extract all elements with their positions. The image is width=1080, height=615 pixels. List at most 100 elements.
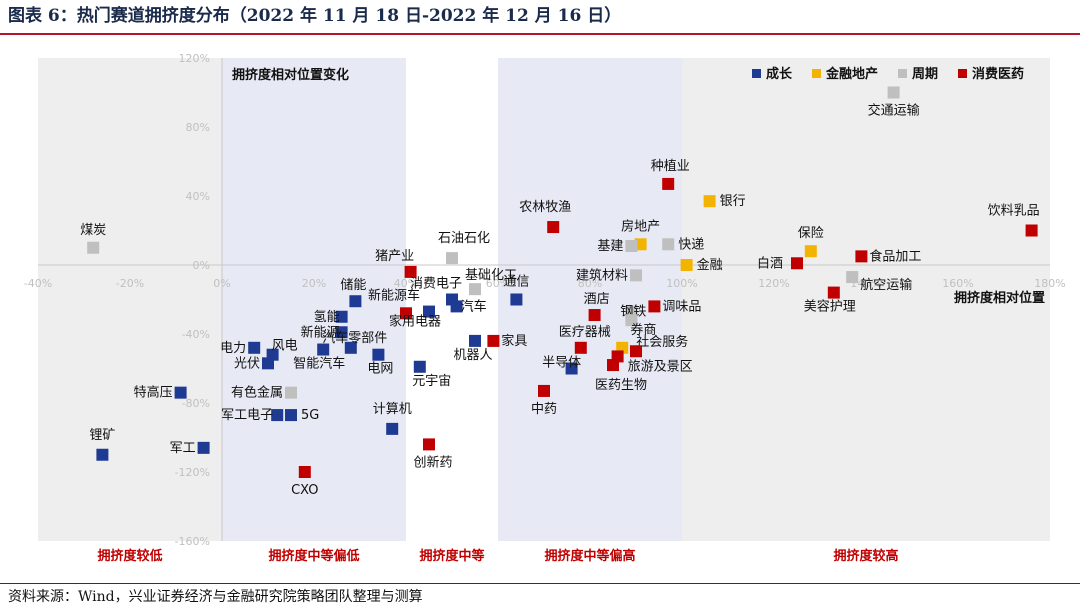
- data-point: [827, 286, 840, 299]
- point-label: 医疗器械: [559, 325, 611, 340]
- data-point: [413, 360, 426, 373]
- data-point: [648, 300, 661, 313]
- zone-band: [498, 58, 682, 541]
- point-label: 猪产业: [375, 249, 414, 264]
- y-tick-label: 80%: [186, 121, 210, 134]
- point-label: 光伏: [234, 356, 260, 371]
- y-tick-label: -160%: [175, 535, 210, 548]
- data-point: [630, 345, 642, 358]
- data-point: [846, 271, 859, 284]
- point-label: 5G: [301, 408, 319, 423]
- point-label: 快递: [678, 237, 704, 252]
- x-tick-label: -40%: [24, 277, 52, 290]
- legend-label: 消费医药: [972, 66, 1024, 82]
- legend: 成长 金融地产 周期 消费医药: [752, 66, 1024, 82]
- point-label: 军工: [170, 441, 196, 456]
- y-tick-label: 40%: [186, 190, 210, 203]
- data-point: [404, 265, 417, 278]
- point-label: 白酒: [757, 255, 783, 271]
- y-tick-label: -120%: [175, 466, 210, 479]
- legend-label: 金融地产: [825, 66, 878, 82]
- point-label: 中药: [531, 402, 557, 417]
- data-point: [248, 341, 261, 354]
- source-divider: [0, 583, 1080, 584]
- data-point: [317, 343, 330, 356]
- x-tick-label: 80%: [578, 277, 602, 290]
- legend-swatch: [812, 69, 821, 78]
- data-point: [423, 305, 435, 318]
- point-label: 医药生物: [595, 378, 647, 393]
- legend-swatch: [898, 69, 907, 78]
- data-point: [262, 357, 274, 370]
- x-tick-label: -20%: [116, 277, 144, 290]
- point-label: 创新药: [413, 454, 452, 470]
- data-point: [574, 341, 587, 354]
- data-point: [372, 348, 385, 361]
- point-label: 饮料乳品: [988, 204, 1040, 219]
- data-point: [423, 438, 435, 451]
- data-point: [285, 409, 297, 422]
- data-point: [565, 362, 578, 375]
- point-label: 建筑材料: [576, 267, 628, 283]
- point-label: 汽车零部件: [322, 330, 387, 346]
- point-label: 消费电子: [410, 277, 462, 292]
- point-label: 酒店: [584, 292, 610, 307]
- point-label: 农林牧渔: [519, 200, 571, 215]
- y-tick-label: 120%: [179, 52, 210, 65]
- data-point: [197, 441, 210, 454]
- data-point: [487, 334, 500, 347]
- point-label: 煤炭: [80, 223, 106, 238]
- data-point: [349, 295, 362, 308]
- point-label: 美容护理: [804, 299, 856, 315]
- point-label: 银行: [720, 194, 746, 209]
- x-tick-label: 0%: [213, 277, 230, 290]
- title-divider: [0, 33, 1080, 35]
- legend-label: 周期: [912, 67, 938, 82]
- data-point: [625, 314, 638, 327]
- data-point: [344, 341, 357, 354]
- point-label: 金融: [697, 257, 723, 273]
- data-point: [703, 195, 716, 208]
- point-label: 半导体: [542, 356, 581, 371]
- data-point: [662, 238, 675, 251]
- data-point: [298, 466, 311, 478]
- x-axis-label: 拥挤度相对位置: [954, 290, 1045, 306]
- zone-band: [38, 58, 222, 541]
- data-point: [1025, 224, 1038, 237]
- point-label: CXO: [291, 483, 318, 498]
- zone-labels: 拥挤度较低 拥挤度中等偏低 拥挤度中等 拥挤度中等偏高 拥挤度较高: [97, 548, 898, 564]
- point-label: 社会服务: [636, 334, 688, 350]
- scatter-chart: -40% -20% 0% 20% 40% 60% 80% 100% 120% 140% 160% 18…: [24, 52, 1066, 564]
- data-point: [469, 334, 481, 347]
- data-point: [174, 386, 187, 399]
- data-point: [285, 386, 297, 399]
- point-label: 调味品: [662, 299, 701, 314]
- data-point: [335, 326, 348, 339]
- legend-swatch: [958, 69, 967, 78]
- point-label: 新能源车: [368, 287, 420, 303]
- point-label: 新能源: [301, 324, 340, 340]
- zone-label: 拥挤度中等: [419, 548, 484, 564]
- point-label: 电网: [367, 362, 393, 377]
- data-point: [400, 307, 412, 320]
- data-point: [87, 241, 100, 254]
- data-point: [538, 384, 550, 397]
- point-label: 种植业: [651, 159, 690, 174]
- data-point: [887, 86, 900, 99]
- x-tick-label: 120%: [758, 277, 789, 290]
- data-point: [271, 409, 284, 422]
- data-point: [634, 238, 647, 251]
- point-label: 食品加工: [869, 248, 921, 264]
- zone-bands: [38, 58, 1050, 541]
- point-label: 有色金属: [231, 385, 283, 401]
- point-label: 氢能: [314, 310, 340, 325]
- data-point: [469, 283, 481, 296]
- point-label: 电力: [220, 341, 246, 356]
- data-point: [680, 259, 693, 271]
- data-point: [386, 422, 399, 435]
- data-point: [450, 300, 463, 313]
- point-label: 保险: [798, 226, 824, 241]
- data-point: [96, 448, 109, 461]
- point-label: 通信: [503, 275, 529, 290]
